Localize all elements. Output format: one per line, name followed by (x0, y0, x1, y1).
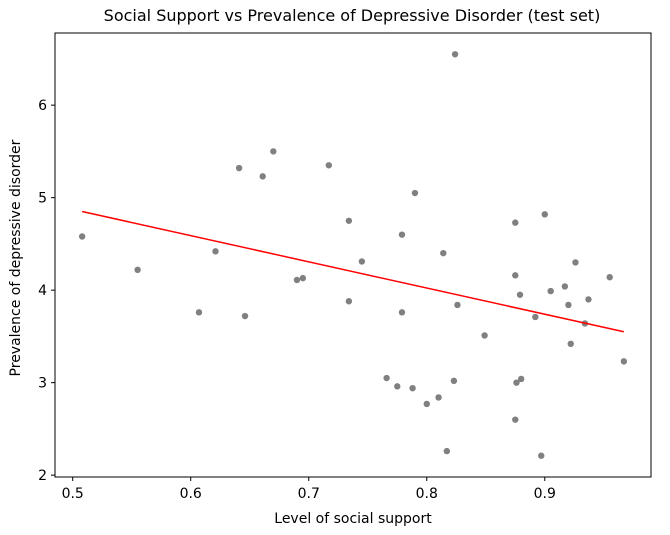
scatter-point (270, 148, 277, 155)
scatter-point (345, 217, 353, 224)
scatter-point (241, 312, 249, 320)
y-tick-label: 6 (38, 98, 47, 114)
scatter-point (585, 296, 592, 303)
scatter-point (481, 332, 488, 339)
scatter-point (454, 301, 461, 309)
scatter-point (134, 266, 141, 273)
scatter-point (443, 447, 451, 455)
scatter-point (512, 416, 519, 423)
regression-line (81, 210, 625, 333)
scatter-point (450, 377, 458, 384)
scatter-point (394, 383, 401, 390)
scatter-point (398, 309, 406, 316)
scatter-point (512, 219, 519, 226)
x-tick-label: 0.6 (180, 486, 202, 502)
scatter-point (383, 374, 390, 382)
x-axis-label: Level of social support (274, 511, 432, 527)
scatter-point (345, 298, 353, 305)
scatter-point (565, 301, 572, 309)
scatter-point (572, 259, 579, 266)
scatter-point (538, 452, 545, 459)
scatter-point (517, 375, 525, 383)
scatter-point (235, 164, 243, 172)
scatter-point (212, 248, 219, 255)
scatter-point (440, 249, 447, 257)
scatter-point (451, 51, 459, 58)
scatter-point (195, 309, 203, 316)
x-tick-label: 0.9 (534, 486, 556, 502)
scatter-point (435, 394, 442, 401)
chart-title: Social Support vs Prevalence of Depressi… (103, 6, 601, 25)
scatter-point (423, 400, 430, 408)
scatter-point (532, 313, 539, 321)
scatter-point (259, 173, 266, 180)
scatter-point (541, 211, 548, 218)
x-tick-label: 0.7 (298, 486, 320, 502)
y-tick-label: 2 (38, 468, 47, 484)
scatter-point (299, 274, 307, 282)
plot-frame (54, 32, 652, 478)
scatter-point (513, 379, 520, 386)
scatter-point (398, 231, 406, 238)
scatter-point (606, 274, 613, 281)
scatter-point (411, 189, 419, 197)
scatter-point (512, 272, 519, 279)
scatter-point (561, 283, 569, 290)
x-tick-label: 0.5 (62, 486, 84, 502)
y-tick-label: 4 (38, 283, 47, 299)
x-tick-label: 0.8 (416, 486, 438, 502)
y-axis-label: Prevalence of depressive disorder (8, 139, 24, 377)
scatter-point (325, 162, 333, 169)
scatter-point (293, 276, 301, 284)
scatter-point (567, 340, 574, 347)
scatter-point (78, 233, 86, 240)
scatter-point (516, 291, 524, 298)
scatter-point (409, 385, 416, 392)
scatter-point (358, 258, 366, 265)
y-tick-label: 5 (38, 191, 47, 207)
scatter-point (620, 358, 628, 365)
y-tick-label: 3 (38, 376, 47, 392)
scatter-point (547, 287, 554, 295)
